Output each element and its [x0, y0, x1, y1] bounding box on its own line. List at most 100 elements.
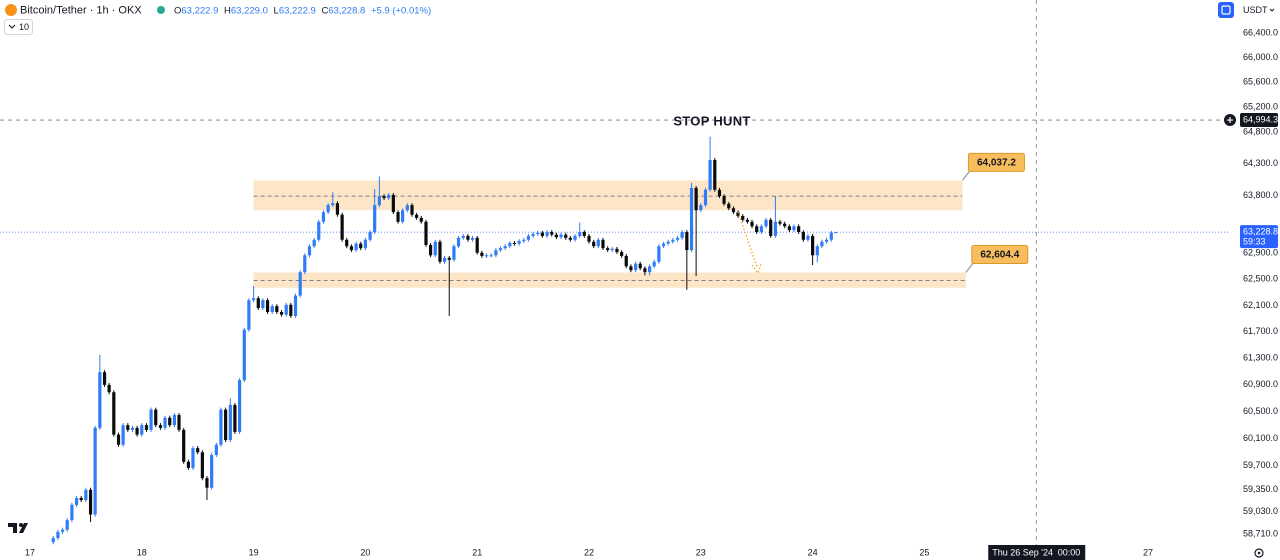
candle-body [205, 478, 209, 488]
candle-body [284, 304, 288, 315]
y-tick-label: 65,600.0 [1243, 77, 1278, 87]
candle-body [815, 246, 819, 256]
settings-icon-center [1257, 551, 1261, 555]
y-tick-label: 58,710.0 [1243, 528, 1278, 538]
candle-body [275, 306, 279, 312]
candle-body [536, 232, 540, 234]
candle-body [233, 404, 237, 432]
candle-body [778, 221, 782, 224]
candle-body [382, 196, 386, 199]
plus-icon [1227, 117, 1233, 124]
crosshair-price-tag [1240, 113, 1278, 128]
candle-body [126, 425, 130, 430]
candle-body [363, 239, 367, 249]
candle-body [279, 311, 284, 315]
y-tick-label: 60,900.0 [1243, 379, 1278, 389]
currency-select[interactable] [1240, 2, 1278, 18]
candle-body [130, 427, 135, 430]
y-tick-label: 65,200.0 [1243, 102, 1278, 112]
candle-body [568, 237, 572, 240]
overlay-layer: 64,037.2 62,604.4 58,710.0 59,030.0 59,350.0… [25, 27, 1278, 560]
symbol-title[interactable]: Bitcoin/Tether · 1h · OKX [20, 4, 142, 16]
x-tick-label: 21 [472, 547, 482, 557]
price-zone [253, 180, 963, 211]
candle-body [526, 235, 531, 240]
candle-body [61, 529, 65, 532]
candle-body [531, 233, 535, 236]
candle-body [587, 235, 591, 242]
sync-button[interactable] [1218, 2, 1234, 18]
candle-body [345, 239, 349, 247]
candle-body [158, 425, 163, 428]
candle-body [424, 221, 428, 245]
candle-body [564, 234, 568, 238]
candle-body [745, 219, 750, 222]
candle-body [65, 520, 69, 530]
x-tick-label: 18 [137, 547, 147, 557]
callout-box [967, 152, 1025, 172]
candle-body [74, 498, 79, 505]
crosshair-date-label: Thu 26 Sep '24 [992, 547, 1053, 557]
candle-body [377, 196, 381, 206]
candle-body [661, 243, 666, 247]
x-tick-label: 27 [1143, 547, 1153, 557]
candle-body [144, 425, 149, 430]
legend-value: 63,228.8 [328, 5, 365, 16]
candle-body [811, 235, 815, 256]
candle-body [741, 215, 745, 220]
market-status-dot [157, 6, 165, 14]
legend-key: O [174, 5, 181, 16]
candle-body [354, 243, 358, 251]
stop-hunt-label: STOP HUNT [673, 113, 750, 128]
y-tick-label: 62,900.0 [1243, 248, 1278, 258]
candle-body [554, 234, 558, 238]
candle-body [224, 409, 228, 441]
ohlc-legend: O63,222.9 H63,229.0 L63,222.9 C63,228.8 … [174, 5, 431, 16]
candle-body [93, 427, 97, 515]
candle-body [592, 241, 596, 247]
candle-body [247, 300, 251, 330]
candle-body [84, 489, 88, 501]
candle-body [713, 159, 717, 190]
candle-body [303, 255, 307, 273]
candle-body [405, 205, 409, 211]
candle-body [731, 208, 736, 213]
candle-body [689, 187, 694, 251]
sync-icon [1221, 5, 1231, 15]
settings-icon[interactable] [1254, 548, 1264, 558]
candle-body [480, 252, 484, 256]
candle-body [475, 237, 479, 253]
x-tick-label: 23 [696, 547, 706, 557]
candle-body [834, 232, 838, 234]
y-tick-label: 60,500.0 [1243, 406, 1278, 416]
candle-body [512, 243, 517, 245]
candle-body [498, 248, 503, 251]
candle-body [196, 448, 200, 453]
candle-body [368, 232, 372, 240]
candle-body [634, 263, 638, 271]
candle-body [806, 235, 810, 240]
candle-body [419, 217, 423, 222]
brand-logo-dot [19, 523, 23, 527]
candle-body [484, 255, 489, 257]
candle-body [829, 232, 833, 240]
candle-body [186, 461, 190, 468]
indicators-toggle[interactable] [4, 19, 33, 35]
candle-body [750, 221, 754, 227]
currency-label: USDT [1243, 5, 1268, 15]
candle-body [540, 232, 544, 236]
candle-body [177, 415, 181, 430]
candle-body [787, 226, 791, 231]
last-price-label: 63,228.8 [1243, 226, 1278, 236]
candle-body [461, 235, 465, 238]
y-tick-label: 64,800.0 [1243, 127, 1278, 137]
candle-body [289, 304, 293, 316]
y-tick-label: 61,300.0 [1243, 353, 1278, 363]
candle-body [410, 205, 414, 215]
brand-logo [8, 523, 28, 533]
candle-body [321, 212, 326, 222]
candle-body [149, 409, 153, 430]
candle-body [680, 232, 684, 238]
candle-body [559, 234, 563, 238]
